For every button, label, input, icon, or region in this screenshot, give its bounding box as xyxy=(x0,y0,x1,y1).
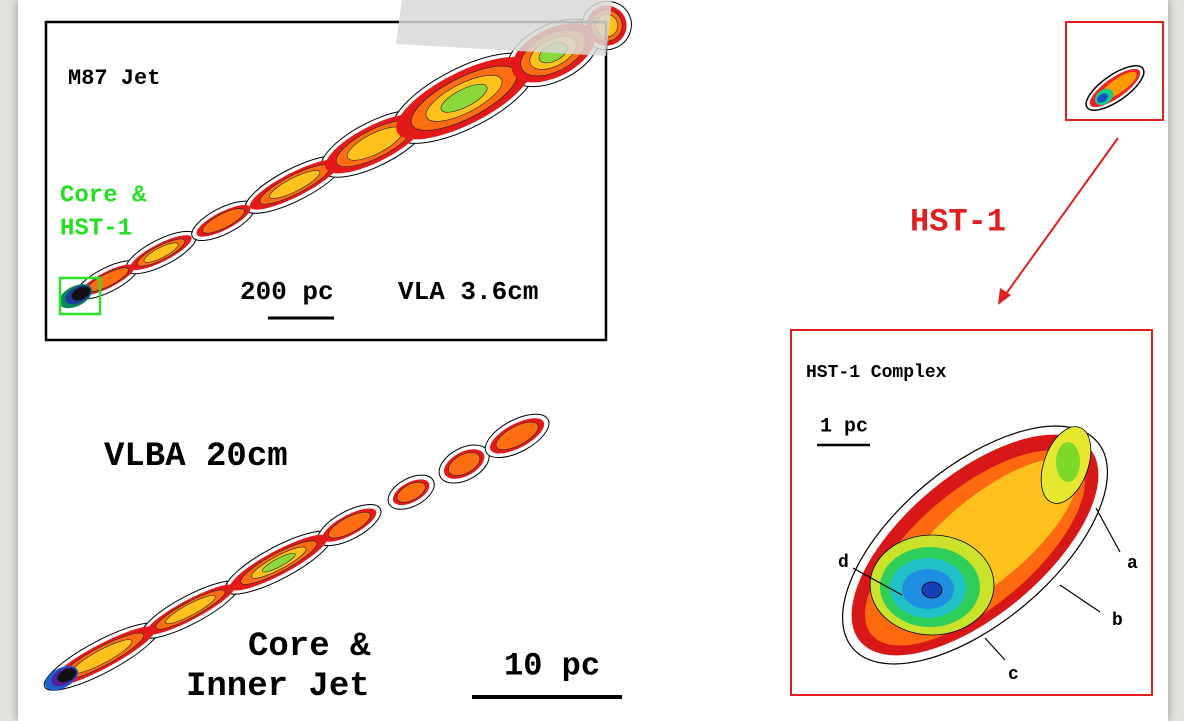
vlba-instrument: VLBA 20cm xyxy=(104,438,288,476)
callout-label: HST-1 xyxy=(910,203,1006,240)
vla-scale-label: 200 pc xyxy=(240,277,334,307)
vla-core-label: Core & xyxy=(60,182,147,209)
vla-title: M87 Jet xyxy=(68,66,160,91)
component-label: c xyxy=(1008,665,1019,685)
component-label: d xyxy=(838,553,849,573)
hst1-title: HST-1 Complex xyxy=(806,363,947,383)
vlba-core-label: Core & xyxy=(248,628,371,666)
component-label: a xyxy=(1127,554,1138,574)
vlba-core-label: Inner Jet xyxy=(186,668,370,706)
page: M87 Jet Core & HST-1 200 pc VLA 3.6cm VL… xyxy=(0,0,1184,721)
vla-instrument: VLA 3.6cm xyxy=(398,277,538,307)
hst1-scale-label: 1 pc xyxy=(820,415,868,438)
component-label: b xyxy=(1112,611,1123,631)
vlba-scale-label: 10 pc xyxy=(504,647,600,684)
figure: M87 Jet Core & HST-1 200 pc VLA 3.6cm VL… xyxy=(0,0,1184,721)
vla-core-label: HST-1 xyxy=(60,215,132,242)
